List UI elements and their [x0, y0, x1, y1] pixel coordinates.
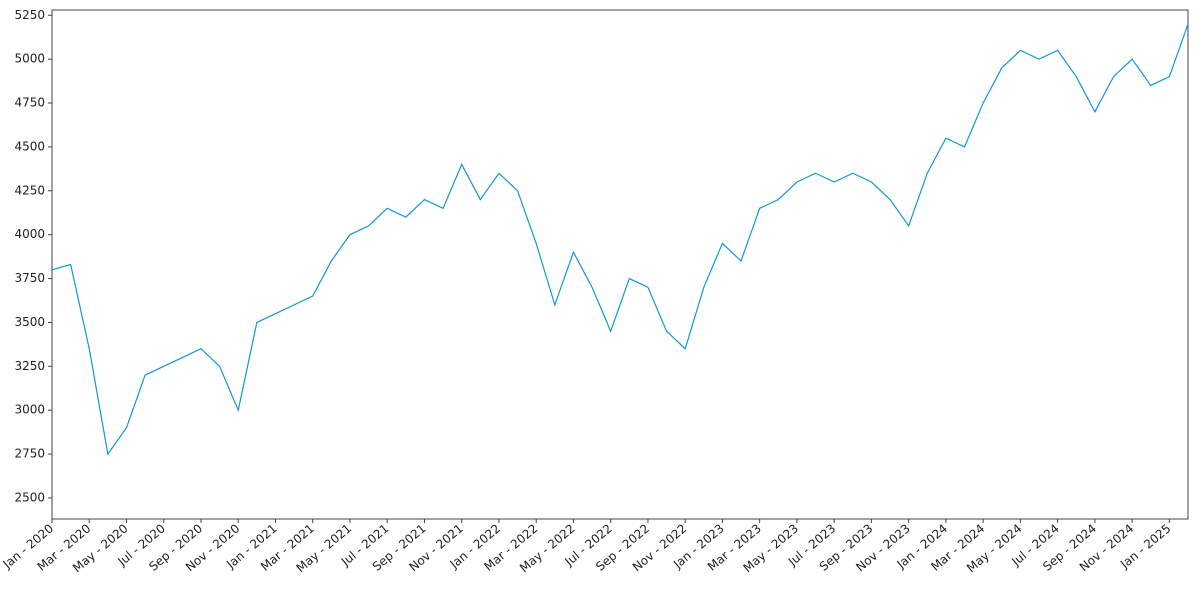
line [51, 23, 1189, 456]
y-tick-label: 2500 [14, 490, 45, 504]
y-tick-label: 3500 [14, 315, 45, 329]
y-tick-label: 5000 [14, 52, 45, 66]
y-tick-label: 5250 [14, 8, 45, 22]
y-tick-label: 3750 [14, 271, 45, 285]
y-tick-label: 4250 [14, 183, 45, 197]
y-tick-label: 3250 [14, 359, 45, 373]
y-tick-label: 4750 [14, 96, 45, 110]
y-tick-label: 3000 [14, 403, 45, 417]
y-tick-label: 4000 [14, 227, 45, 241]
y-tick-label: 4500 [14, 139, 45, 153]
plot-frame [51, 9, 1189, 520]
y-tick-label: 2750 [14, 447, 45, 461]
